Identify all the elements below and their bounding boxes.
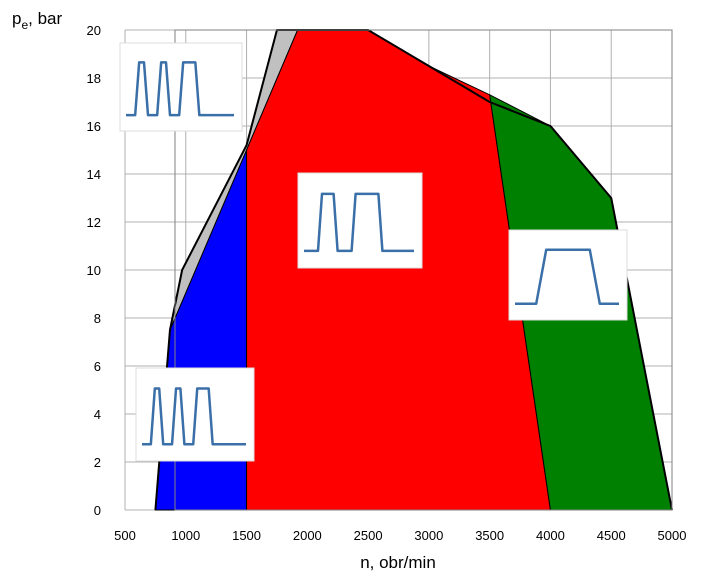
x-tick-label-7: 4000: [536, 528, 565, 543]
x-tick-labels: 500 1000 1500 2000 2500 3000 3500 4000 4500 5000: [114, 528, 686, 543]
y-tick-label-7: 14: [87, 167, 101, 182]
y-tick-label-10: 20: [87, 23, 101, 38]
x-tick-label-5: 3000: [414, 528, 443, 543]
y-axis-title-main: p: [12, 9, 21, 28]
pulse-wave-gray: [126, 61, 234, 117]
region-2: [246, 29, 552, 511]
x-tick-label-1: 1000: [171, 528, 200, 543]
pulse-wave-red: [304, 192, 414, 253]
x-tick-label-0: 500: [114, 528, 136, 543]
pulse-wave-green: [515, 248, 619, 306]
x-tick-label-3: 2000: [293, 528, 322, 543]
x-tick-label-8: 4500: [597, 528, 626, 543]
y-tick-label-2: 4: [94, 407, 101, 422]
y-axis-title: pe, bar: [12, 9, 63, 32]
y-axis-title-rest: , bar: [28, 9, 62, 28]
y-tick-label-3: 6: [94, 359, 101, 374]
pulse-inset-red: [297, 172, 423, 269]
pulse-wave-blue: [142, 387, 246, 446]
x-tick-label-6: 3500: [475, 528, 504, 543]
y-tick-labels: 0 2 4 6 8 10 12 14 16 18 20: [87, 23, 101, 518]
plot-frame: [174, 29, 673, 511]
y-tick-label-1: 2: [94, 455, 101, 470]
y-axis-title-subscript: e: [21, 18, 28, 32]
y-tick-label-6: 12: [87, 215, 101, 230]
x-tick-label-2: 1500: [232, 528, 261, 543]
y-tick-label-5: 10: [87, 263, 101, 278]
y-tick-label-0: 0: [94, 503, 101, 518]
y-tick-label-9: 18: [87, 71, 101, 86]
y-tick-label-8: 16: [87, 119, 101, 134]
pulse-insets: [119, 42, 628, 462]
pulse-inset-green: [508, 229, 628, 321]
y-tick-label-4: 8: [94, 311, 101, 326]
x-tick-label-4: 2500: [354, 528, 383, 543]
x-axis-title: n, obr/min: [360, 553, 436, 572]
x-tick-label-9: 5000: [658, 528, 687, 543]
